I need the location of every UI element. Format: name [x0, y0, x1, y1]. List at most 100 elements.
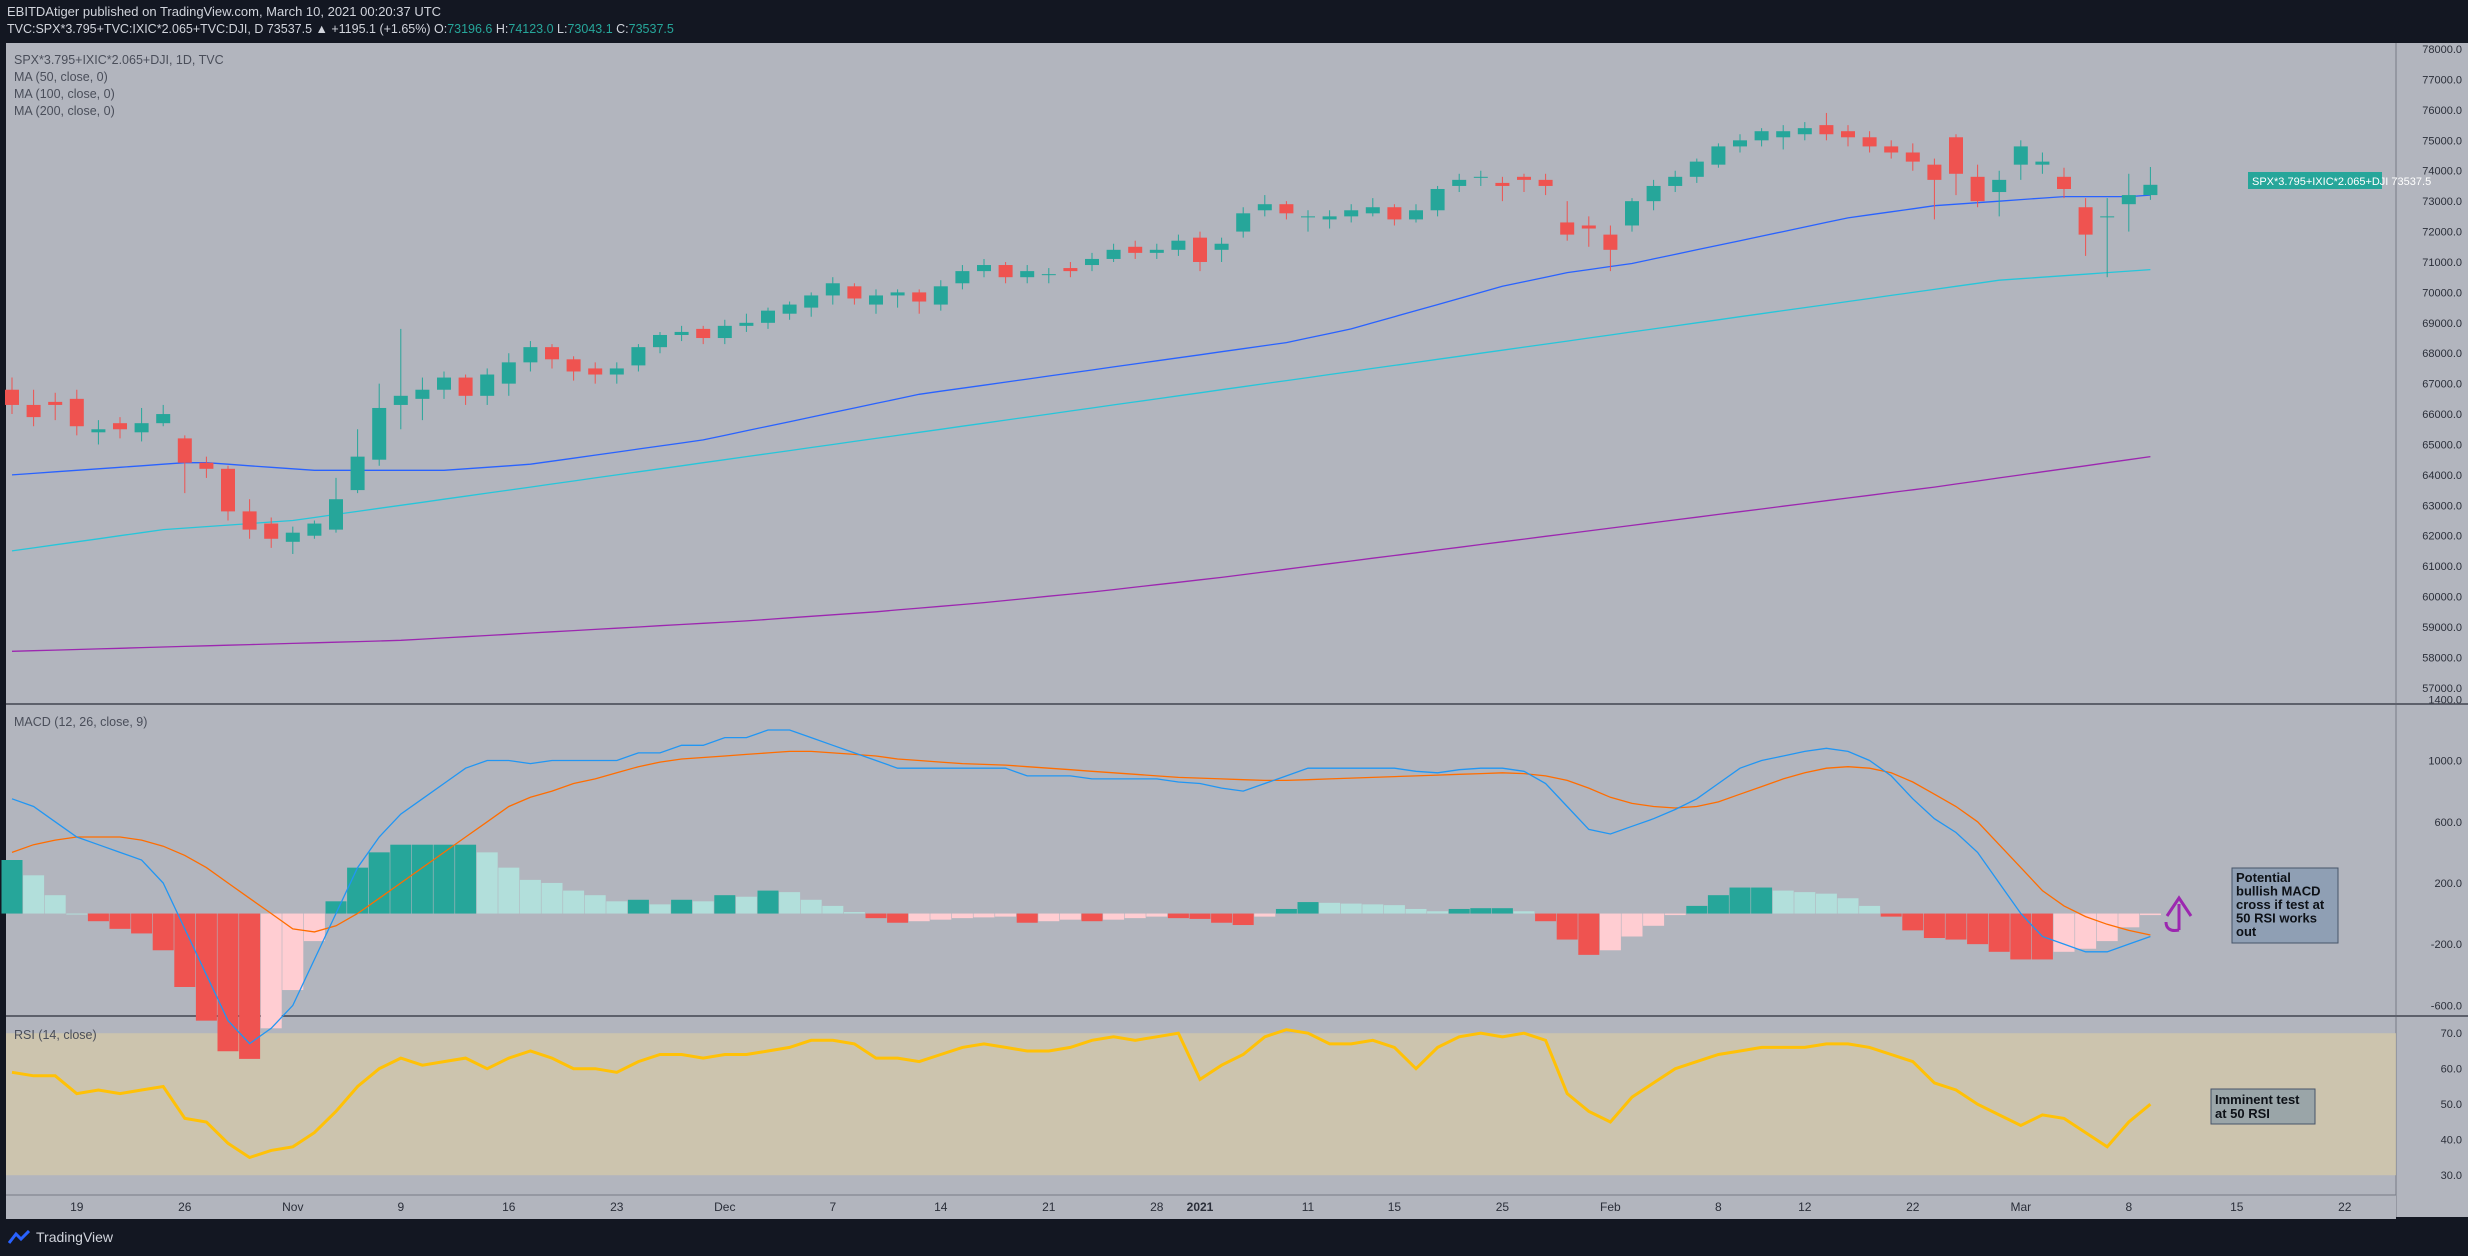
macd-histogram-bar	[584, 895, 606, 914]
candle	[825, 277, 840, 305]
macd-histogram-bar	[1297, 902, 1319, 914]
price-pane[interactable]	[6, 43, 2396, 703]
candle	[631, 344, 646, 372]
candle	[264, 517, 279, 548]
candle	[1625, 198, 1639, 232]
candle	[1646, 179, 1661, 211]
macd-histogram-bar	[865, 913, 887, 919]
candle-body	[696, 328, 711, 339]
price-tick-label: 61000.0	[2422, 561, 2462, 573]
macd-pane[interactable]	[6, 705, 2396, 1015]
price-tick-label: 75000.0	[2422, 135, 2462, 147]
macd-histogram-bar	[390, 844, 412, 914]
time-tick-label: Mar	[2010, 1200, 2031, 1214]
symbol-name[interactable]: TVC:SPX*3.795+TVC:IXIC*2.065+TVC:DJI, D	[7, 22, 264, 36]
macd-histogram-bar	[1059, 913, 1081, 920]
legend-ma100[interactable]: MA (100, close, 0)	[14, 87, 115, 101]
candle-body	[761, 310, 775, 323]
candle-body	[631, 347, 646, 366]
macd-histogram-bar	[908, 913, 930, 922]
candle-body	[91, 429, 106, 433]
price-tick-label: 73000.0	[2422, 196, 2462, 208]
candle	[242, 499, 257, 539]
macd-histogram-bar	[2139, 913, 2161, 916]
macd-histogram-bar	[1859, 905, 1881, 914]
candle	[933, 280, 948, 311]
legend-ma50[interactable]: MA (50, close, 0)	[14, 70, 108, 84]
macd-histogram-bar	[930, 913, 952, 920]
candle-body	[177, 438, 192, 463]
candle	[2013, 140, 2028, 180]
time-axis[interactable]	[6, 1195, 2396, 1219]
tradingview-logo[interactable]: TradingView	[8, 1229, 113, 1245]
candle	[372, 383, 387, 466]
candle	[1171, 234, 1186, 256]
legend-ma200[interactable]: MA (200, close, 0)	[14, 104, 115, 118]
candle	[588, 362, 603, 384]
ma100-line	[11, 268, 2151, 552]
symbol-line: TVC:SPX*3.795+TVC:IXIC*2.065+TVC:DJI, D …	[7, 22, 674, 36]
macd-histogram-bar	[1707, 895, 1729, 914]
candle-body	[1905, 152, 1920, 162]
price-tick-label: 58000.0	[2422, 652, 2462, 664]
macd-histogram-bar	[735, 896, 757, 914]
close-label: C:	[616, 22, 629, 36]
legend-macd[interactable]: MACD (12, 26, close, 9)	[14, 715, 147, 729]
time-tick-label: 26	[178, 1200, 192, 1214]
candle	[501, 353, 516, 396]
candle	[329, 477, 343, 533]
low-value: 73043.1	[567, 22, 613, 36]
candle-body	[437, 377, 451, 390]
up-arrow-icon	[2164, 895, 2193, 932]
candle	[1862, 131, 1877, 153]
candle	[2100, 198, 2115, 278]
candle-body	[2013, 146, 2028, 165]
candle-body	[1236, 213, 1251, 232]
macd-histogram-bar	[1146, 913, 1168, 917]
candle	[285, 526, 300, 554]
rsi-note[interactable]: Imminent test at 50 RSI	[2210, 1088, 2316, 1125]
candle-body	[1949, 137, 1963, 174]
time-tick-label: Feb	[1600, 1200, 1621, 1214]
candle	[221, 465, 235, 521]
candle-body	[156, 414, 171, 424]
price-axis[interactable]	[2396, 43, 2468, 1217]
last-price-tag: SPX*3.795+IXIC*2.065+DJI 73537.5	[2248, 172, 2431, 189]
macd-histogram-bar	[174, 913, 196, 987]
last-price: 73537.5	[266, 22, 313, 36]
macd-note[interactable]: Potential bullish MACD cross if test at 50 …	[2231, 867, 2339, 944]
open-label: O:	[434, 22, 448, 36]
macd-histogram-bar	[1794, 892, 1816, 914]
candle	[1538, 173, 1553, 196]
candle	[2078, 198, 2093, 256]
candle	[458, 374, 473, 405]
candle	[1668, 170, 1683, 193]
macd-histogram-bar	[519, 879, 541, 914]
candle	[1063, 261, 1078, 278]
candle	[1970, 164, 1985, 208]
macd-histogram-bar	[1038, 913, 1060, 922]
macd-histogram-bar	[1643, 913, 1665, 926]
footer-bar: TradingView	[0, 1221, 2468, 1256]
macd-histogram-bar	[433, 844, 455, 914]
candle	[307, 520, 322, 539]
rsi-tick-label: 60.0	[2441, 1064, 2462, 1076]
macd-histogram-bar	[23, 875, 45, 914]
high-label: H:	[495, 22, 509, 36]
candle-body	[415, 389, 430, 399]
macd-histogram-bar	[1405, 908, 1427, 914]
candle-body	[1560, 222, 1575, 235]
candle	[177, 435, 192, 494]
candle	[1193, 231, 1207, 272]
macd-histogram-bar	[2096, 913, 2118, 942]
candle	[566, 356, 581, 381]
legend-rsi[interactable]: RSI (14, close)	[14, 1028, 97, 1042]
candle-body	[1193, 237, 1207, 262]
candle-body	[1689, 161, 1704, 177]
candle-body	[1257, 204, 1272, 211]
candle	[2035, 152, 2050, 174]
macd-histogram-bar	[1664, 913, 1686, 916]
legend-main[interactable]: SPX*3.795+IXIC*2.065+DJI, 1D, TVC	[14, 53, 224, 67]
tradingview-logo-icon	[8, 1230, 30, 1244]
